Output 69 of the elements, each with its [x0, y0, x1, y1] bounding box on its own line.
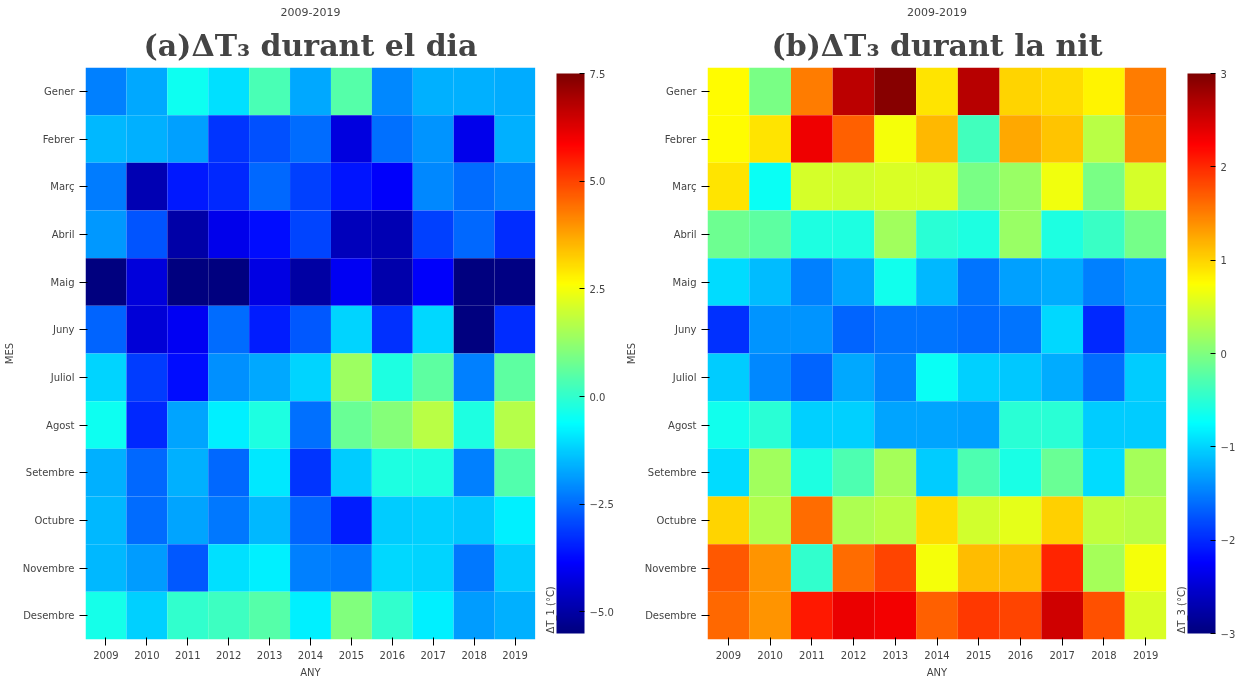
y-tick-label: Octubre — [656, 514, 697, 526]
x-tick-label: 2012 — [215, 649, 242, 661]
y-tick-label: Setembre — [25, 467, 75, 479]
x-tick-label: 2015 — [966, 649, 992, 661]
y-tick-label: Agost — [668, 419, 697, 431]
color-bar-label: 0 — [1220, 348, 1227, 360]
y-tick-label: Desembre — [23, 610, 75, 622]
x-tick-label: 2010 — [134, 649, 160, 661]
color-bar-title: ΔT_3 (°C) — [1175, 586, 1188, 634]
y-axis-title: MES — [625, 342, 637, 365]
color-bar-title: ΔT_1 (°C) — [544, 586, 557, 634]
y-tick-label: Maig — [672, 276, 697, 288]
y-tick-label: Gener — [44, 85, 76, 97]
y-tick-label: Juliol — [671, 371, 697, 383]
y-tick-label: Octubre — [34, 514, 75, 526]
color-bar-label: −5.0 — [589, 606, 614, 618]
y-tick-label: Març — [672, 181, 697, 193]
y-tick-label: Febrer — [664, 133, 698, 145]
y-tick-label: Abril — [51, 228, 75, 240]
x-tick-label: 2014 — [924, 649, 950, 661]
x-axis-title: ANY — [926, 666, 949, 678]
color-bar-label: −3 — [1220, 628, 1236, 640]
color-bar-label: 2 — [1220, 161, 1227, 173]
y-tick-label: Abril — [673, 228, 697, 240]
x-tick-label: 2018 — [461, 649, 487, 661]
x-tick-label: 2016 — [1007, 649, 1034, 661]
y-tick-label: Gener — [666, 85, 698, 97]
color-bar-label: −2 — [1220, 535, 1236, 547]
x-tick-label: 2011 — [799, 649, 825, 661]
color-bar-label: 3 — [1220, 68, 1227, 80]
x-tick-label: 2015 — [338, 649, 365, 661]
x-tick-label: 2011 — [175, 649, 201, 661]
x-tick-label: 2018 — [1091, 649, 1117, 661]
y-axis-title: MES — [3, 342, 15, 365]
x-tick-label: 2019 — [502, 649, 528, 661]
x-tick-label: 2019 — [1132, 649, 1159, 661]
chart-subtitle: 2009-2019 — [907, 5, 967, 19]
chart-subtitle: 2009-2019 — [280, 5, 341, 19]
x-tick-label: 2016 — [379, 649, 406, 661]
x-tick-label: 2012 — [840, 649, 867, 661]
y-tick-label: Desembre — [645, 610, 697, 622]
y-tick-label: Novembre — [644, 562, 697, 574]
x-tick-label: 2009 — [715, 649, 742, 661]
y-tick-label: Març — [50, 181, 75, 193]
chart-title: (b)ΔT₃ durant la nit — [771, 27, 1103, 63]
x-tick-label: 2014 — [297, 649, 324, 661]
y-tick-label: Febrer — [42, 133, 76, 145]
y-tick-label: Juliol — [49, 371, 75, 383]
color-bar-label: 0.0 — [589, 391, 606, 403]
x-tick-label: 2010 — [757, 649, 783, 661]
x-axis-title: ANY — [300, 666, 322, 678]
y-tick-label: Juny — [51, 324, 75, 336]
y-tick-label: Maig — [50, 276, 75, 288]
color-bar-label: 1 — [1220, 255, 1227, 267]
color-bar-label: −2.5 — [589, 499, 614, 511]
y-tick-label: Novembre — [22, 562, 75, 574]
color-bar-label: −1 — [1220, 441, 1236, 453]
y-tick-label: Setembre — [647, 467, 697, 479]
y-tick-label: Agost — [46, 419, 75, 431]
color-bar-label: 5.0 — [589, 176, 606, 188]
x-tick-label: 2009 — [93, 649, 119, 661]
color-bar-label: 2.5 — [589, 283, 606, 295]
y-tick-label: Juny — [673, 324, 697, 336]
chart-title: (a)ΔT₃ durant el dia — [143, 27, 478, 63]
x-tick-label: 2013 — [256, 649, 283, 661]
color-bar-label: 7.5 — [589, 68, 606, 80]
x-tick-label: 2017 — [420, 649, 446, 661]
x-tick-label: 2017 — [1049, 649, 1075, 661]
x-tick-label: 2013 — [882, 649, 908, 661]
